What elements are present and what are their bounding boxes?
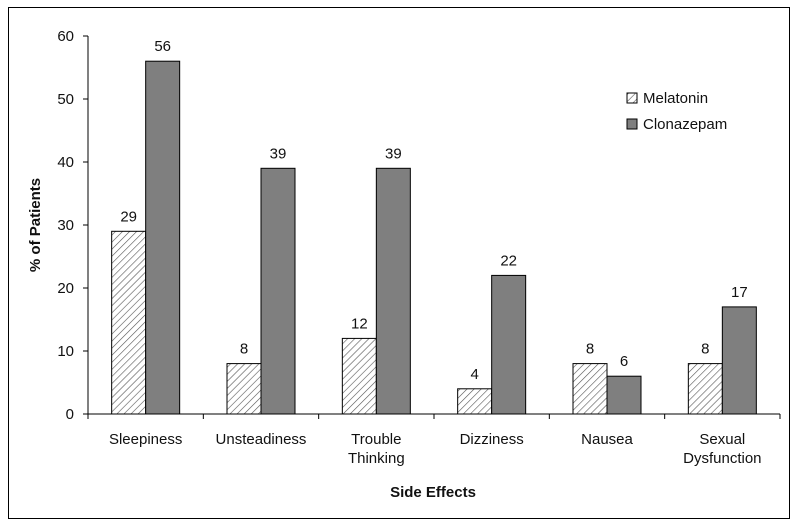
legend-swatch-clonazepam — [626, 118, 638, 130]
x-axis: Sleepiness Unsteadiness Trouble Thinking Diz… — [87, 413, 781, 467]
bar-clonazepam — [145, 60, 181, 415]
data-label: 39 — [385, 145, 402, 162]
data-label: 6 — [620, 353, 628, 370]
data-label: 8 — [240, 341, 248, 358]
bar-melatonin — [687, 363, 723, 415]
data-label: 22 — [500, 252, 517, 269]
data-label: 39 — [270, 145, 287, 162]
bar-melatonin — [572, 363, 608, 415]
legend-label-clonazepam: Clonazepam — [643, 116, 727, 133]
data-label: 56 — [154, 38, 171, 55]
y-tick-label: 20 — [57, 280, 74, 297]
x-category-label: Unsteadiness — [216, 431, 307, 448]
bar-melatonin — [457, 388, 493, 415]
data-label: 29 — [120, 208, 137, 225]
y-tick-label: 30 — [57, 217, 74, 234]
data-label: 12 — [351, 315, 368, 332]
x-category-label: Dysfunction — [683, 450, 761, 467]
legend: Melatonin Clonazepam — [626, 90, 727, 133]
y-tick-label: 40 — [57, 154, 74, 171]
y-axis-title: % of Patients — [27, 178, 44, 272]
data-label: 4 — [470, 366, 478, 383]
y-tick-label: 60 — [57, 28, 74, 45]
data-label: 8 — [586, 341, 594, 358]
bars — [111, 60, 757, 415]
x-category-label: Dizziness — [460, 431, 524, 448]
y-tick-label: 10 — [57, 343, 74, 360]
x-category-label: Thinking — [348, 450, 405, 467]
bar-melatonin — [341, 337, 377, 415]
x-category-label: Nausea — [581, 431, 633, 448]
x-category-label: Trouble — [351, 431, 401, 448]
y-tick-label: 0 — [66, 406, 74, 423]
bar-clonazepam — [491, 274, 527, 415]
x-axis-title: Side Effects — [390, 484, 476, 501]
data-label: 17 — [731, 284, 748, 301]
data-label: 8 — [701, 341, 709, 358]
data-labels: 29 8 12 4 8 8 56 39 39 22 6 17 — [120, 38, 747, 383]
bar-melatonin — [226, 363, 262, 415]
bar-clonazepam — [260, 167, 296, 415]
x-category-label: Sleepiness — [109, 431, 182, 448]
bar-clonazepam — [606, 375, 642, 415]
bar-melatonin — [111, 230, 147, 415]
bar-clonazepam — [375, 167, 411, 415]
legend-swatch-melatonin — [626, 92, 638, 104]
legend-label-melatonin: Melatonin — [643, 90, 708, 107]
x-category-label: Sexual — [699, 431, 745, 448]
y-axis: 0 10 20 30 40 50 60 — [57, 28, 89, 423]
y-tick-label: 50 — [57, 91, 74, 108]
bar-clonazepam — [721, 306, 757, 415]
